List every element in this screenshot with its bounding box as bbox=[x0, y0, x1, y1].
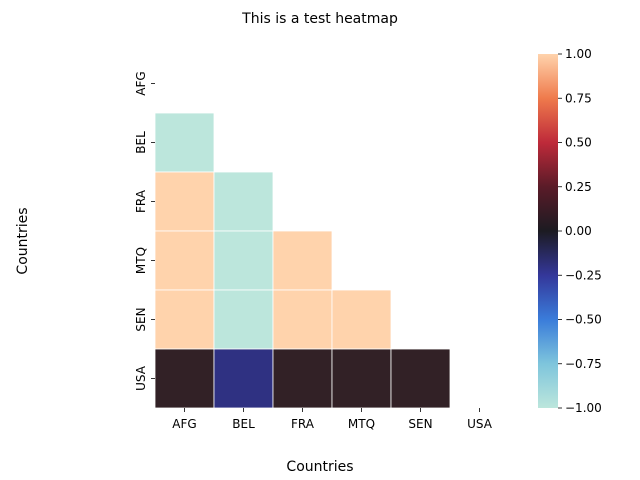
heatmap-cell-sen-bel bbox=[213, 289, 274, 350]
x-tick-label: SEN bbox=[408, 417, 432, 431]
x-axis-label: Countries bbox=[286, 459, 353, 475]
heatmap-cell-usa-mtq bbox=[331, 348, 392, 409]
y-tick-label: AFG bbox=[134, 71, 148, 95]
colorbar-ticks: 1.00 0.75 0.50 0.25 0.00 −0.25 −0.50 −0.75 −1.00 bbox=[558, 47, 602, 415]
heatmap-cell-mtq-bel bbox=[213, 230, 274, 291]
x-tick-label: MTQ bbox=[348, 417, 375, 431]
y-tick-labels: AFG BEL FRA MTQ SEN USA bbox=[134, 71, 155, 391]
colorbar-tick-label: 1.00 bbox=[565, 47, 592, 61]
colorbar-tick-label: 0.25 bbox=[565, 180, 592, 194]
x-tick-label: FRA bbox=[291, 417, 315, 431]
x-tick-label: AFG bbox=[172, 417, 196, 431]
heatmap-cell-sen-mtq bbox=[331, 289, 392, 350]
heatmap-cell-usa-afg bbox=[154, 348, 215, 409]
colorbar-tick-label: 0.75 bbox=[565, 91, 592, 105]
y-tick-label: FRA bbox=[134, 189, 148, 213]
heatmap-cell-fra-bel bbox=[213, 171, 274, 232]
colorbar-tick-label: 0.50 bbox=[565, 136, 592, 150]
heatmap-cell-usa-sen bbox=[390, 348, 451, 409]
y-tick-label: USA bbox=[134, 365, 148, 391]
chart-title: This is a test heatmap bbox=[241, 11, 398, 27]
colorbar-tick-label: −0.25 bbox=[565, 268, 602, 282]
colorbar-tick-label: 0.00 bbox=[565, 224, 592, 238]
colorbar-tick-label: −0.75 bbox=[565, 357, 602, 371]
y-tick-label: BEL bbox=[134, 131, 148, 154]
x-tick-label: USA bbox=[467, 417, 493, 431]
y-axis-label: Countries bbox=[15, 207, 31, 274]
heatmap-cell-usa-bel bbox=[213, 348, 274, 409]
x-tick-labels: AFG BEL FRA MTQ SEN USA bbox=[172, 408, 493, 431]
colorbar bbox=[538, 54, 558, 408]
heatmap-cell-usa-fra bbox=[272, 348, 333, 409]
heatmap-cell-mtq-fra bbox=[272, 230, 333, 291]
heatmap-cell-mtq-afg bbox=[154, 230, 215, 291]
heatmap-cell-bel-afg bbox=[154, 112, 215, 173]
colorbar-tick-label: −0.50 bbox=[565, 313, 602, 327]
heatmap-cell-sen-afg bbox=[154, 289, 215, 350]
heatmap-cell-sen-fra bbox=[272, 289, 333, 350]
x-tick-label: BEL bbox=[232, 417, 255, 431]
y-tick-label: SEN bbox=[134, 307, 148, 331]
heatmap-cells bbox=[154, 112, 451, 409]
y-tick-label: MTQ bbox=[134, 247, 148, 274]
heatmap-cell-fra-afg bbox=[154, 171, 215, 232]
colorbar-tick-label: −1.00 bbox=[565, 401, 602, 415]
